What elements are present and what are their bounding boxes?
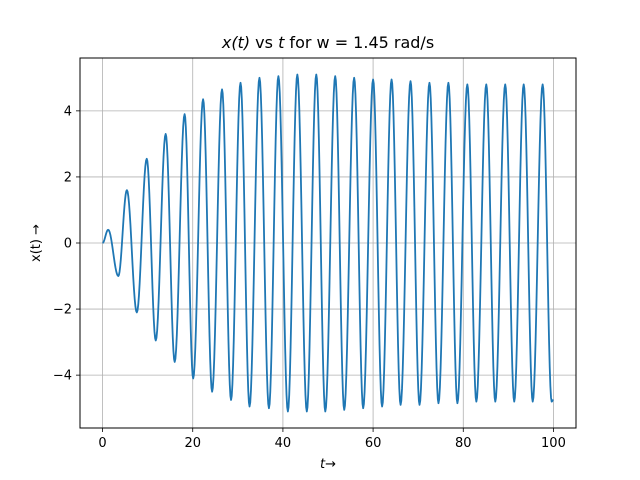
y-tick-label: −4 [53,369,72,384]
y-axis-label: x(t) → [29,224,44,262]
x-tick-label: 20 [184,436,201,451]
y-tick-label: 2 [64,170,72,185]
x-tick-label: 40 [275,436,292,451]
x-tick-label: 0 [98,436,106,451]
chart-title: x(t) vs t for w = 1.45 rad/s [221,33,434,52]
tick-layer: 0 20 40 60 80 100 −4 −2 0 2 4 [53,104,566,451]
x-tick-label: 60 [365,436,382,451]
series-line [102,73,555,413]
x-axis-label: t→ [320,457,336,472]
y-tick-label: −2 [53,303,72,318]
x-tick-label: 100 [541,436,566,451]
y-tick-label: 0 [64,237,72,252]
series-layer [102,73,555,413]
x-tick-label: 80 [455,436,472,451]
y-tick-label: 4 [64,104,72,119]
